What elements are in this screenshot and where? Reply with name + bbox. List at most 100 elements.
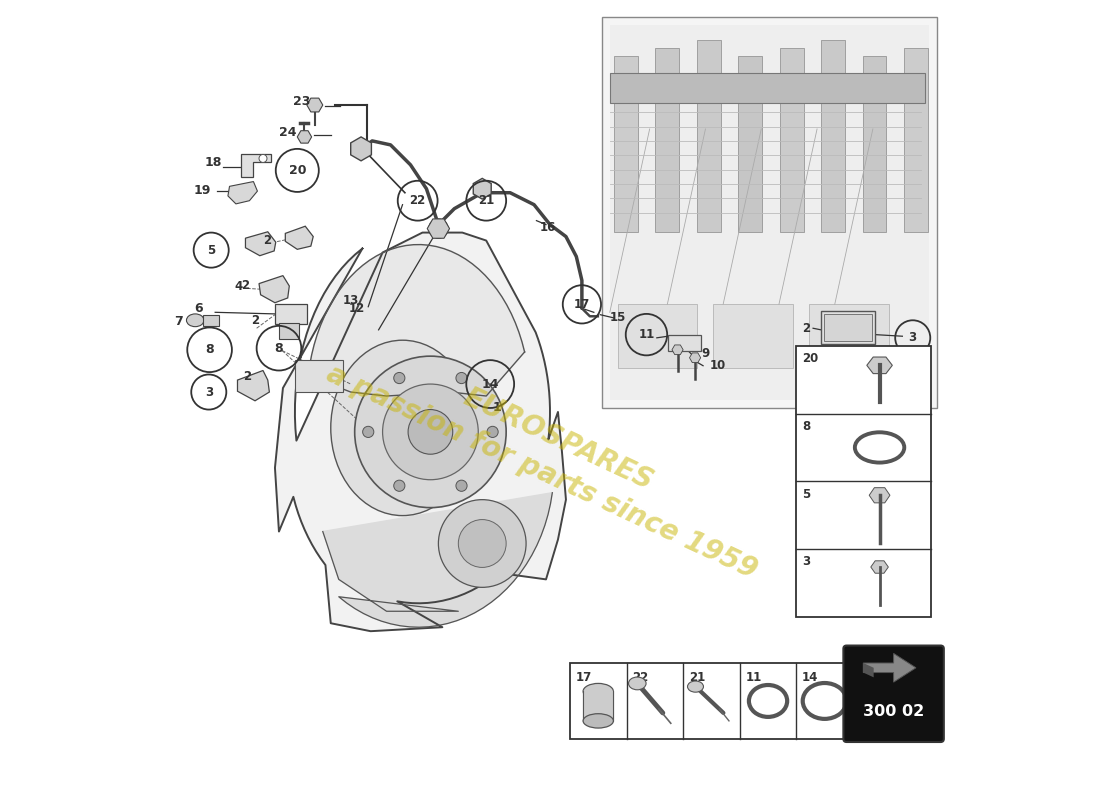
Text: 300 02: 300 02 (864, 704, 924, 719)
Bar (824, 314, 872, 341)
Ellipse shape (583, 714, 614, 728)
Text: 4: 4 (234, 280, 243, 294)
Ellipse shape (688, 681, 704, 692)
Polygon shape (351, 137, 372, 161)
Polygon shape (307, 98, 322, 112)
Circle shape (455, 480, 468, 491)
Text: 11: 11 (638, 328, 654, 341)
Text: 14: 14 (482, 378, 499, 390)
Circle shape (363, 426, 374, 438)
Text: 17: 17 (574, 298, 590, 311)
Text: 2: 2 (802, 322, 810, 334)
Text: 24: 24 (279, 126, 297, 139)
Bar (204, 314, 219, 326)
Bar (279, 322, 299, 338)
Bar (614, 56, 638, 232)
Bar (795, 346, 931, 617)
Text: 2: 2 (251, 314, 260, 326)
Polygon shape (864, 663, 873, 678)
Text: 6: 6 (195, 302, 204, 315)
Polygon shape (285, 226, 314, 250)
Polygon shape (322, 493, 552, 627)
Text: 5: 5 (207, 244, 216, 257)
FancyBboxPatch shape (844, 646, 944, 742)
Polygon shape (864, 654, 916, 682)
Text: 3: 3 (909, 331, 916, 344)
Polygon shape (241, 154, 271, 177)
Text: 23: 23 (294, 94, 311, 107)
Circle shape (455, 373, 468, 384)
Bar (821, 41, 845, 232)
Bar (618, 304, 697, 368)
Bar (738, 56, 762, 232)
Bar (570, 663, 852, 739)
Text: 11: 11 (746, 671, 761, 684)
Text: 22: 22 (632, 671, 648, 684)
Text: 8: 8 (206, 343, 213, 356)
Text: 21: 21 (478, 194, 494, 207)
Polygon shape (275, 233, 565, 631)
Text: 19: 19 (194, 184, 211, 197)
Ellipse shape (331, 340, 474, 515)
Circle shape (429, 219, 448, 238)
Text: 2: 2 (263, 234, 271, 247)
Text: 2: 2 (243, 370, 251, 382)
Text: 20: 20 (288, 164, 306, 177)
Circle shape (394, 480, 405, 491)
Text: 16: 16 (540, 221, 556, 234)
Polygon shape (869, 488, 890, 503)
Text: 7: 7 (175, 315, 184, 328)
Bar (696, 41, 720, 232)
Bar (295, 360, 343, 392)
Polygon shape (473, 178, 492, 199)
Bar (656, 49, 679, 232)
Text: 9: 9 (702, 347, 710, 360)
Bar (862, 56, 887, 232)
Bar (609, 26, 928, 400)
Text: 12: 12 (349, 302, 365, 315)
Ellipse shape (187, 314, 204, 326)
Text: 1: 1 (493, 402, 502, 414)
Polygon shape (228, 182, 257, 204)
Text: 15: 15 (609, 311, 626, 324)
Text: 2: 2 (241, 278, 250, 292)
Bar (609, 73, 925, 103)
Bar (602, 18, 937, 408)
Polygon shape (672, 345, 683, 354)
Text: 22: 22 (409, 194, 426, 207)
Bar (714, 304, 793, 368)
Ellipse shape (583, 683, 614, 699)
Text: 13: 13 (342, 294, 359, 307)
Circle shape (394, 373, 405, 384)
Text: 3: 3 (802, 555, 810, 569)
Circle shape (383, 384, 478, 480)
Circle shape (439, 500, 526, 587)
Polygon shape (297, 130, 311, 143)
Bar (810, 304, 889, 368)
Text: 20: 20 (802, 352, 818, 365)
Polygon shape (258, 276, 289, 302)
Polygon shape (427, 219, 450, 238)
Polygon shape (871, 561, 889, 574)
Text: 18: 18 (205, 156, 221, 169)
Bar (275, 304, 307, 324)
Circle shape (459, 519, 506, 567)
Text: 8: 8 (275, 342, 284, 354)
Circle shape (408, 410, 453, 454)
Polygon shape (668, 334, 702, 350)
Polygon shape (245, 232, 276, 256)
Bar (780, 49, 803, 232)
Polygon shape (238, 370, 270, 401)
Text: 17: 17 (575, 671, 592, 684)
Polygon shape (583, 691, 614, 721)
Text: 10: 10 (710, 359, 726, 372)
Ellipse shape (628, 677, 646, 690)
Bar (904, 49, 928, 232)
Text: 14: 14 (802, 671, 818, 684)
Text: 3: 3 (205, 386, 213, 398)
Text: 5: 5 (802, 488, 811, 501)
Circle shape (487, 426, 498, 438)
Bar (821, 310, 876, 344)
Circle shape (258, 154, 267, 162)
Text: EUROSPARES
a passion for parts since 1959: EUROSPARES a passion for parts since 195… (322, 326, 778, 585)
